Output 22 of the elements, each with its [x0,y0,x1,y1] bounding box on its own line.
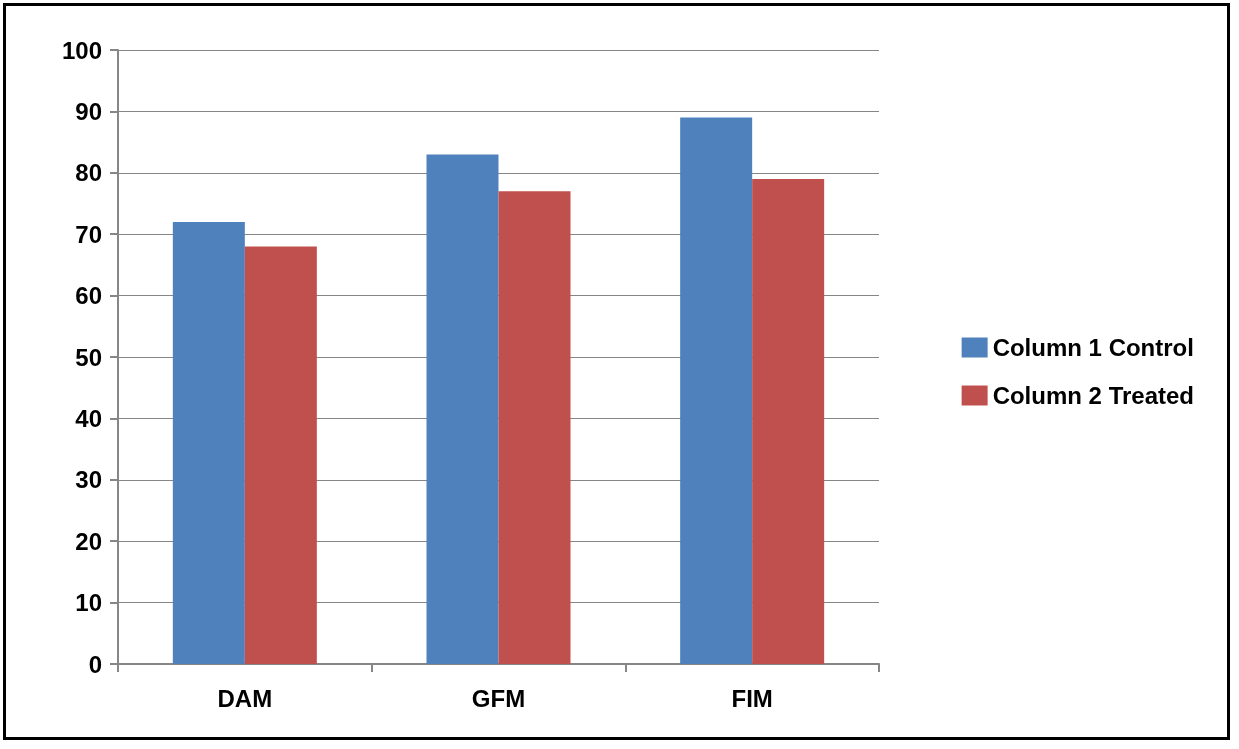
y-tick-label: 50 [75,343,102,371]
legend-label: Column 2 Treated [992,382,1194,409]
bar [752,178,825,664]
x-tick-label: GFM [471,684,526,712]
y-tick-label: 60 [75,282,102,310]
x-tick-label: FIM [731,684,773,712]
legend-label: Column 1 Control [992,334,1194,361]
bar [680,117,753,664]
bar [172,221,245,664]
y-tick-label: 70 [75,220,102,248]
bar [426,154,499,664]
x-tick-label: DAM [217,684,273,712]
y-tick-label: 80 [75,159,102,187]
y-tick-label: 0 [88,650,102,678]
bar [498,191,571,664]
y-tick-label: 30 [75,466,102,494]
y-tick-label: 20 [75,527,102,555]
bar [244,246,317,664]
y-tick-label: 90 [75,97,102,125]
y-tick-label: 100 [61,36,102,64]
y-tick-label: 40 [75,404,102,432]
y-tick-label: 10 [75,589,102,617]
